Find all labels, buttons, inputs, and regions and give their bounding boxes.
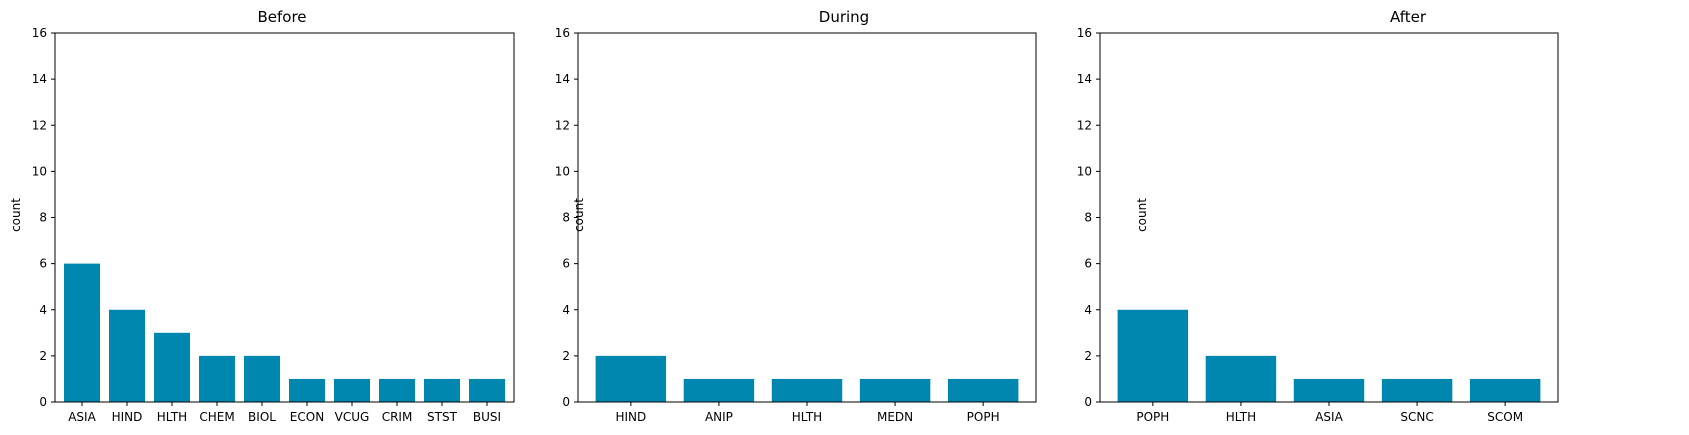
bar-poph xyxy=(1117,309,1189,402)
x-tick-label: HIND xyxy=(112,410,143,424)
x-tick-label: HIND xyxy=(615,410,646,424)
chart-title: Before xyxy=(257,8,306,26)
y-tick-label: 6 xyxy=(39,257,47,271)
y-tick-label: 4 xyxy=(562,303,570,317)
x-tick-label: CHEM xyxy=(199,410,234,424)
y-axis-label: count xyxy=(9,198,23,232)
x-tick-label: VCUG xyxy=(335,410,370,424)
bar-hlth xyxy=(1205,355,1277,402)
chart-title: During xyxy=(819,8,869,26)
y-tick-label: 0 xyxy=(1084,395,1092,409)
y-tick-label: 14 xyxy=(1077,72,1092,86)
y-tick-label: 12 xyxy=(1077,118,1092,132)
y-tick-label: 4 xyxy=(39,303,47,317)
y-tick-label: 12 xyxy=(32,118,47,132)
bar-asia xyxy=(64,263,100,402)
y-tick-label: 10 xyxy=(1077,164,1092,178)
y-tick-label: 10 xyxy=(555,164,570,178)
bar-hind xyxy=(595,355,667,402)
y-tick-label: 6 xyxy=(562,257,570,271)
x-tick-label: ANIP xyxy=(705,410,733,424)
y-axis-label: count xyxy=(572,198,586,232)
x-tick-label: POPH xyxy=(967,410,1000,424)
y-tick-label: 16 xyxy=(555,26,570,40)
x-tick-label: MEDN xyxy=(877,410,913,424)
y-tick-label: 2 xyxy=(562,349,570,363)
x-tick-label: HLTH xyxy=(1226,410,1256,424)
bar-hind xyxy=(109,309,145,402)
y-tick-label: 16 xyxy=(1077,26,1092,40)
y-axis-label: count xyxy=(1135,198,1149,232)
bar-poph xyxy=(947,378,1019,402)
bar-busi xyxy=(469,378,505,402)
y-tick-label: 12 xyxy=(555,118,570,132)
axes-frame xyxy=(577,32,1037,403)
bar-hlth xyxy=(771,378,843,402)
y-tick-label: 6 xyxy=(1084,257,1092,271)
bar-scnc xyxy=(1381,378,1453,402)
x-tick-label: HLTH xyxy=(792,410,822,424)
panel-before: Before count 0 2 4 6 8 10 12 14 16 ASIA HIND HLTH CH… xyxy=(9,8,515,424)
x-tick-label: BUSI xyxy=(473,410,501,424)
y-tick-label: 0 xyxy=(562,395,570,409)
y-tick-label: 10 xyxy=(32,164,47,178)
y-tick-label: 8 xyxy=(1084,211,1092,225)
y-tick-label: 2 xyxy=(1084,349,1092,363)
x-tick-label: POPH xyxy=(1136,410,1169,424)
x-tick-label: HLTH xyxy=(157,410,187,424)
bar-vcug xyxy=(334,378,370,402)
bar-chem xyxy=(199,355,235,402)
bar-crim xyxy=(379,378,415,402)
y-tick-label: 8 xyxy=(39,211,47,225)
bar-medn xyxy=(859,378,931,402)
x-tick-label: BIOL xyxy=(248,410,276,424)
x-tick-label: ASIA xyxy=(1315,410,1343,424)
x-tick-label: CRIM xyxy=(382,410,413,424)
panel-after: After count 0 2 4 6 8 10 12 14 16 POPH HLTH ASIA SCN… xyxy=(1077,8,1559,424)
bar-anip xyxy=(683,378,755,402)
x-tick-label: ASIA xyxy=(68,410,96,424)
chart-title: After xyxy=(1390,8,1427,26)
bar-econ xyxy=(289,378,325,402)
x-tick-label: ECON xyxy=(290,410,324,424)
y-tick-label: 0 xyxy=(39,395,47,409)
y-tick-label: 14 xyxy=(32,72,47,86)
y-tick-label: 2 xyxy=(39,349,47,363)
x-tick-label: SCNC xyxy=(1400,410,1433,424)
bar-asia xyxy=(1293,378,1365,402)
y-tick-label: 4 xyxy=(1084,303,1092,317)
bar-stst xyxy=(424,378,460,402)
bar-hlth xyxy=(154,332,190,402)
x-tick-label: SCOM xyxy=(1487,410,1523,424)
y-tick-label: 16 xyxy=(32,26,47,40)
y-tick-label: 8 xyxy=(562,211,570,225)
panel-during: During count 0 2 4 6 8 10 12 14 16 HIND ANIP HLTH ME… xyxy=(555,8,1037,424)
bar-biol xyxy=(244,355,280,402)
y-tick-label: 14 xyxy=(555,72,570,86)
x-tick-label: STST xyxy=(427,410,458,424)
bar-scom xyxy=(1469,378,1541,402)
